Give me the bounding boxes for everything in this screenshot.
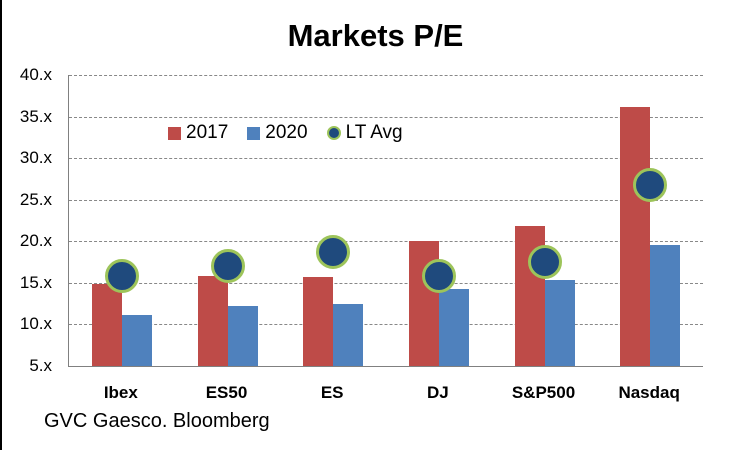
xlabel-es50: ES50: [205, 383, 248, 402]
gridline-30: [69, 158, 703, 160]
gridline-40: [69, 75, 703, 76]
gridline-25: [69, 199, 703, 201]
legend-item-ltavg: LT Avg: [326, 122, 403, 144]
bar-2020-es50: [227, 306, 258, 366]
legend-label-2017: 2017: [186, 122, 229, 143]
xlabel-sp500: S&P500: [511, 383, 576, 402]
bar-2017-es50: [197, 276, 228, 366]
marker-ltavg-nasdaq: [633, 167, 668, 202]
marker-ltavg-es: [316, 235, 351, 270]
gridline-10: [69, 324, 703, 326]
bar-2020-nasdaq: [650, 245, 681, 366]
marker-ltavg-dj: [421, 259, 456, 294]
gridline-20: [69, 241, 703, 243]
bar-2020-dj: [438, 288, 469, 366]
bar-2020-es: [333, 303, 364, 366]
gridline-15: [69, 282, 703, 284]
ytick-20: 20.x: [19, 231, 52, 251]
ytick-5: 5.x: [29, 356, 52, 375]
plot-area: [68, 75, 703, 367]
source-note: GVC Gaesco. Bloomberg: [44, 410, 270, 432]
bar-2020-ibex: [121, 315, 152, 366]
ytick-40: 40.x: [19, 65, 52, 84]
marker-ltavg-ibex: [104, 259, 139, 294]
ytick-30: 30.x: [19, 148, 52, 168]
legend-item-2017: 2017: [168, 122, 228, 144]
ytick-10: 10.x: [19, 314, 52, 334]
legend-label-ltavg: LT Avg: [345, 122, 403, 143]
ytick-15: 15.x: [19, 272, 52, 292]
marker-ltavg-sp500: [527, 245, 562, 280]
bar-2017-nasdaq: [620, 106, 651, 366]
xlabel-dj: DJ: [426, 383, 449, 402]
chart-title: Markets P/E: [287, 18, 464, 53]
xlabel-ibex: Ibex: [103, 383, 138, 402]
window-left-border: [0, 0, 2, 450]
gridline-35: [69, 116, 703, 118]
ytick-25: 25.x: [19, 189, 52, 209]
marker-ltavg-es50: [210, 249, 245, 284]
legend-swatch-2017: [168, 126, 181, 140]
legend-swatch-ltavg-circle-icon: [326, 126, 341, 140]
ytick-35: 35.x: [19, 106, 52, 126]
legend: 2017 2020 LT Avg: [168, 122, 403, 144]
legend-swatch-2020: [247, 126, 261, 140]
legend-item-2020: 2020: [247, 122, 308, 144]
bar-2020-sp500: [544, 279, 575, 366]
bar-2017-ibex: [91, 283, 122, 366]
xlabel-nasdaq: Nasdaq: [618, 383, 680, 402]
xlabel-es: ES: [320, 383, 344, 402]
legend-label-2020: 2020: [265, 122, 308, 143]
bar-2017-es: [303, 277, 334, 366]
